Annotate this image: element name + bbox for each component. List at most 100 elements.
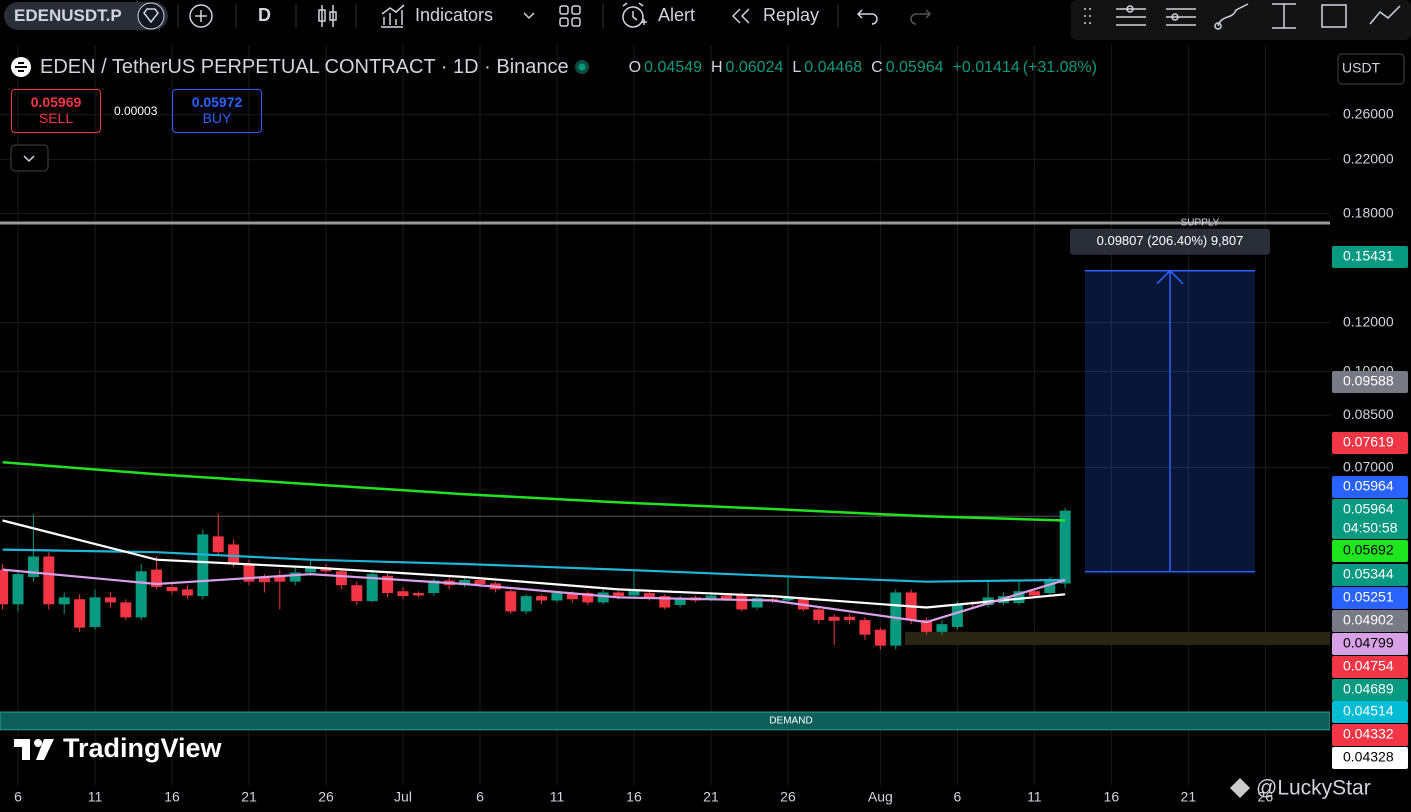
x-tick-label: 16 [164, 789, 180, 805]
price-tag [1332, 701, 1408, 723]
candle-body [151, 569, 163, 587]
candle-body [628, 589, 640, 596]
alert-icon[interactable] [622, 2, 647, 28]
candle-body [412, 593, 424, 596]
drawing-tools[interactable] [1084, 3, 1401, 30]
price-tag-label: 0.04328 [1343, 749, 1394, 765]
spread: 0.00003 [114, 104, 158, 118]
price-tag-label: 0.04754 [1343, 658, 1394, 674]
price-tag [1332, 587, 1408, 609]
price-tag-label: 0.04902 [1343, 612, 1394, 628]
candle-body [921, 620, 933, 632]
price-tag [1332, 540, 1408, 562]
buy-label[interactable]: BUY [202, 110, 232, 126]
price-tag [1332, 747, 1408, 769]
x-tick-label: 6 [14, 789, 22, 805]
sell-price[interactable]: 0.05969 [30, 94, 82, 110]
candle-body [382, 575, 394, 594]
candle-body [859, 620, 871, 635]
ohlc: O 0.04549 H 0.06024 L 0.04468 C 0.05964 +0.0… [623, 59, 1097, 77]
l-key: L [792, 58, 802, 76]
tv-logo-mark [14, 739, 54, 760]
chevron [23, 155, 35, 163]
candle-body [520, 596, 532, 612]
undo[interactable] [856, 9, 878, 25]
indicators[interactable]: Indicators [415, 5, 494, 25]
candle-body [305, 567, 317, 573]
alert[interactable]: Alert [658, 5, 696, 25]
candle-body [104, 597, 116, 603]
candle-body [212, 536, 224, 553]
x-tick-label: 6 [953, 789, 961, 805]
price-tag [1332, 476, 1408, 498]
candle-body [1059, 510, 1071, 584]
redo[interactable] [910, 9, 932, 25]
candle-body [705, 595, 717, 600]
price-tag [1332, 246, 1408, 268]
market-status-dot [578, 63, 586, 71]
replay-icon[interactable] [731, 8, 750, 24]
layout-icon[interactable] [559, 5, 581, 27]
x-tick-label: 11 [88, 789, 103, 805]
moving-average [2, 519, 1066, 609]
price-tag-label: 0.09588 [1343, 373, 1394, 389]
candle-body [12, 574, 24, 605]
price-tag [1332, 610, 1408, 632]
legend: EDEN / TetherUS PERPETUAL CONTRACT · 1D … [40, 56, 1097, 79]
candle-body [674, 597, 686, 605]
h-key: H [710, 58, 723, 76]
sell-button[interactable]: 0.05969 SELL [11, 89, 101, 133]
buy-button[interactable]: 0.05972 BUY [172, 89, 262, 133]
collapse-button[interactable] [10, 144, 49, 172]
c-key: C [871, 58, 883, 76]
candle-body [643, 593, 655, 598]
indicators-icon[interactable] [381, 4, 405, 28]
candle-body [366, 574, 378, 602]
x-tick-label: 11 [1027, 789, 1042, 805]
symbol-box[interactable] [4, 2, 168, 30]
buy-price[interactable]: 0.05972 [191, 94, 243, 110]
candle-body [505, 591, 517, 612]
price-tag [1332, 633, 1408, 655]
price-tag-label: 0.07619 [1343, 434, 1394, 450]
chart-type-icon[interactable] [318, 5, 337, 27]
dropdown-icon[interactable] [523, 12, 535, 20]
candle-body [582, 593, 594, 603]
sell-label[interactable]: SELL [38, 110, 74, 126]
candle-body [874, 629, 886, 646]
symbol-icon[interactable] [137, 2, 165, 30]
candle-body [613, 592, 625, 597]
candle-body [659, 596, 671, 608]
plus-icon [195, 10, 207, 22]
interval[interactable]: D [258, 5, 271, 25]
drawing-toolbar [1071, 0, 1411, 40]
open-value: 0.04549 [644, 58, 702, 76]
candle-body [166, 586, 178, 592]
candle-body [844, 616, 856, 621]
x-tick-label: Aug [868, 789, 893, 805]
currency-select[interactable] [1337, 53, 1405, 85]
y-tick-label: 0.08500 [1343, 406, 1394, 422]
candle-body [813, 609, 825, 621]
candle-body [274, 575, 286, 582]
currency[interactable]: USDT [1342, 60, 1381, 76]
candle-body [120, 602, 132, 618]
add-symbol[interactable] [189, 4, 213, 28]
y-tick-label: 0.22000 [1343, 150, 1394, 166]
low-value: 0.04468 [804, 58, 863, 76]
watermark-icon [1230, 778, 1250, 798]
price-tag-label: 0.04799 [1343, 635, 1394, 651]
x-tick-label: 21 [703, 789, 719, 805]
price-tag-label: 0.04332 [1343, 726, 1394, 742]
candle-body [58, 597, 70, 605]
candle-body [720, 595, 732, 600]
symbol[interactable]: EDENUSDT.P [14, 6, 122, 25]
x-tick-label: 6 [476, 789, 484, 805]
candle-body [936, 624, 948, 632]
watermark: @LuckyStar [1256, 777, 1371, 800]
price-tag-label: 0.15431 [1343, 248, 1394, 264]
candle-body [566, 593, 578, 600]
replay[interactable]: Replay [763, 5, 820, 25]
y-tick-label: 0.26000 [1343, 105, 1394, 121]
